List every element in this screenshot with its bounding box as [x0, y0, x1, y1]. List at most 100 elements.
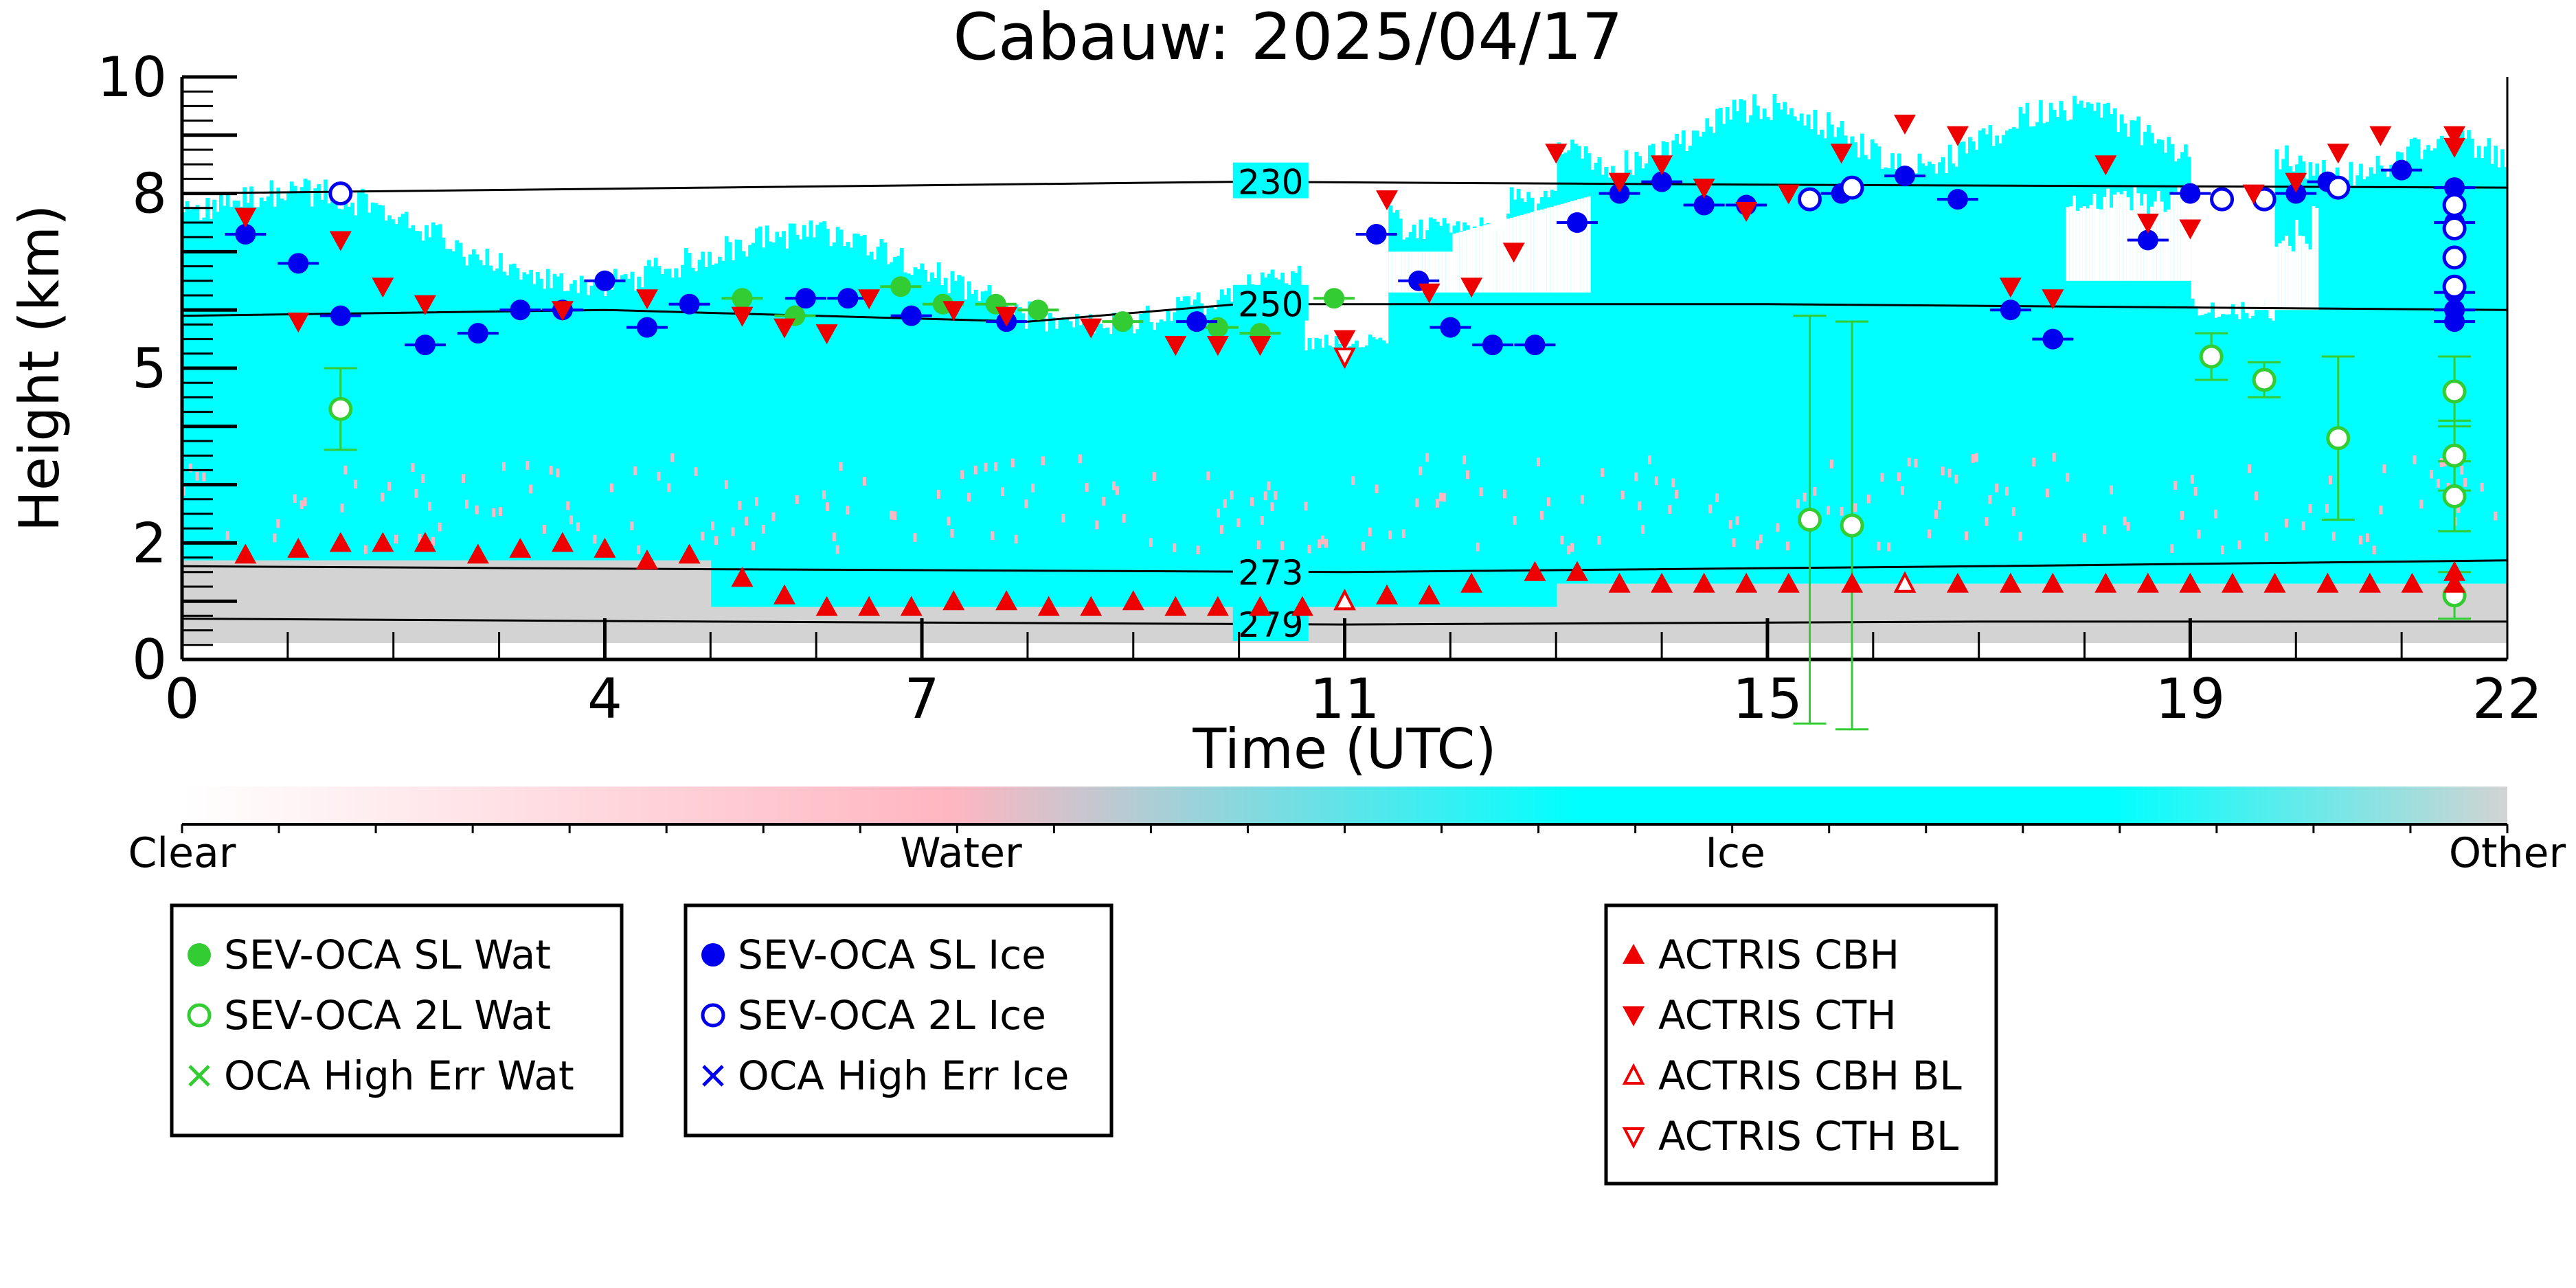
actris-cbh-point: [815, 596, 838, 616]
actris-cbh-point: [2179, 572, 2202, 593]
actris-cth-point: [1164, 336, 1187, 357]
legend-frame: [170, 903, 624, 1138]
actris-cbh-point: [1999, 572, 2022, 593]
actris-cbh-point: [1249, 596, 1272, 616]
actris-cth-point: [1418, 283, 1440, 304]
actris-cbh-point: [1206, 596, 1229, 616]
x-tick-label: 22: [2472, 667, 2542, 731]
actris-cth-point: [2443, 137, 2466, 158]
actris-cbh-point: [1735, 572, 1758, 593]
sev-oca-sl-ice-point: [679, 293, 700, 315]
legend-label: SEV-OCA 2L Ice: [738, 992, 1046, 1039]
sev-oca-sl-wat-point: [1112, 311, 1133, 332]
actris-cbh-point: [731, 567, 754, 587]
actris-cbh-point: [1946, 572, 1969, 593]
actris-cth-point: [2369, 126, 2392, 146]
sev-oca-sl-ice-point: [1482, 335, 1503, 356]
sev-oca-sl-ice-point: [2285, 183, 2307, 204]
y-axis-label: Height (km): [8, 205, 71, 532]
legend-marker: [188, 943, 211, 967]
actris-cbh-point: [2221, 572, 2244, 593]
isotherm-273: [181, 559, 2508, 574]
data-marks: [225, 114, 2476, 731]
legend-label: OCA High Err Ice: [738, 1052, 1069, 1099]
sev-oca-sl-ice-point: [467, 323, 488, 344]
sev-oca-2l-ice-point: [2442, 245, 2467, 270]
actris-cbh-point: [372, 532, 394, 552]
sev-oca-sl-ice-point: [288, 253, 309, 274]
legend-box: SEV-OCA SL Wat SEV-OCA 2L Wat OCA High Err…: [170, 903, 624, 1138]
sev-oca-2l-wat-point: [2442, 484, 2467, 509]
legend-label: ACTRIS CTH BL: [1658, 1113, 1958, 1160]
x-tick-label: 4: [587, 667, 622, 731]
actris-cth-point: [372, 278, 394, 298]
actris-cth-point: [1999, 278, 2022, 298]
sev-oca-sl-ice-point: [2137, 229, 2158, 251]
actris-cth-point: [1651, 155, 1673, 176]
sev-oca-sl-ice-point: [901, 305, 922, 326]
legend-label: ACTRIS CBH: [1658, 931, 1899, 978]
actris-cth-point: [2285, 172, 2307, 193]
actris-cth-point: [1608, 172, 1631, 193]
actris-cth-point: [2327, 144, 2349, 164]
actris-cth-point: [1502, 242, 1525, 263]
legend-marker: [1623, 1006, 1645, 1026]
sev-oca-sl-wat-point: [1028, 300, 1049, 321]
actris-cbh-point: [2136, 572, 2159, 593]
actris-cbh-point: [594, 537, 616, 558]
actris-cth-point: [2242, 184, 2265, 205]
actris-cbh-point: [551, 532, 574, 552]
legend-box: ACTRIS CBH ACTRIS CTH ACTRIS CBH BL ACTRIS …: [1604, 903, 1998, 1186]
sev-oca-sl-ice-point: [594, 270, 615, 291]
actris-cth-point: [551, 301, 574, 321]
axes: 0 2 5 8 10 0 4 7 11 15 19 22 Time (UTC) Height (km): [8, 45, 2542, 781]
actris-cbh-point: [2316, 572, 2339, 593]
actris-cth-point: [1893, 114, 1916, 135]
sev-oca-2l-ice-point: [2442, 193, 2467, 218]
isotherm-label: 279: [1238, 605, 1303, 645]
actris-cth-point: [858, 289, 881, 310]
legend-marker: [188, 1065, 210, 1087]
actris-cbh-bl-point: [1893, 571, 1917, 593]
sev-oca-sl-ice-point: [1609, 183, 1630, 204]
legend-marker: [1622, 1063, 1645, 1085]
actris-cbh-point: [2401, 572, 2424, 593]
actris-cbh-point: [234, 543, 257, 564]
legend-label: ACTRIS CTH: [1658, 992, 1897, 1039]
sev-oca-2l-wat-point: [328, 396, 353, 421]
actris-cbh-point: [329, 532, 352, 552]
x-axis-label: Time (UTC): [1192, 717, 1496, 781]
actris-cth-point: [1206, 336, 1229, 357]
actris-cbh-point: [1037, 596, 1060, 616]
actris-cth-point: [1249, 336, 1272, 357]
actris-cth-point: [815, 324, 838, 345]
actris-cbh-point: [1524, 561, 1546, 581]
chart-title: Cabauw: 2025/04/17: [953, 0, 1623, 75]
sev-oca-sl-ice-point: [1186, 311, 1208, 332]
actris-cbh-point: [995, 590, 1018, 611]
colorbar: Clear Water Ice Other: [128, 787, 2566, 877]
legend-marker: [701, 1003, 725, 1028]
sev-oca-sl-ice-point: [1567, 212, 1588, 233]
actris-cbh-point: [414, 532, 436, 552]
actris-cbh-point: [636, 549, 658, 569]
legend-frame: [1604, 903, 1998, 1186]
sev-oca-sl-ice-point: [1651, 171, 1673, 192]
actris-cth-point: [1545, 144, 1568, 164]
actris-cbh-point: [1122, 590, 1144, 611]
y-tick-label: 2: [132, 511, 167, 575]
sev-oca-2l-ice-point: [1840, 175, 1864, 200]
legend-label: OCA High Err Wat: [224, 1052, 574, 1099]
actris-cth-point: [1735, 202, 1758, 223]
legends: SEV-OCA SL Wat SEV-OCA 2L Wat OCA High Err…: [170, 903, 1998, 1186]
sev-oca-sl-ice-point: [2000, 300, 2021, 321]
sev-oca-2l-wat-point: [1840, 513, 1864, 538]
sev-oca-sl-ice-point: [1524, 335, 1546, 356]
x-tick-label: 11: [1310, 667, 1380, 731]
actris-cbh-point: [1777, 572, 1800, 593]
x-tick-label: 15: [1732, 667, 1803, 731]
actris-cbh-point: [1566, 561, 1588, 581]
actris-cth-point: [414, 295, 436, 315]
actris-cbh-point: [858, 596, 881, 616]
